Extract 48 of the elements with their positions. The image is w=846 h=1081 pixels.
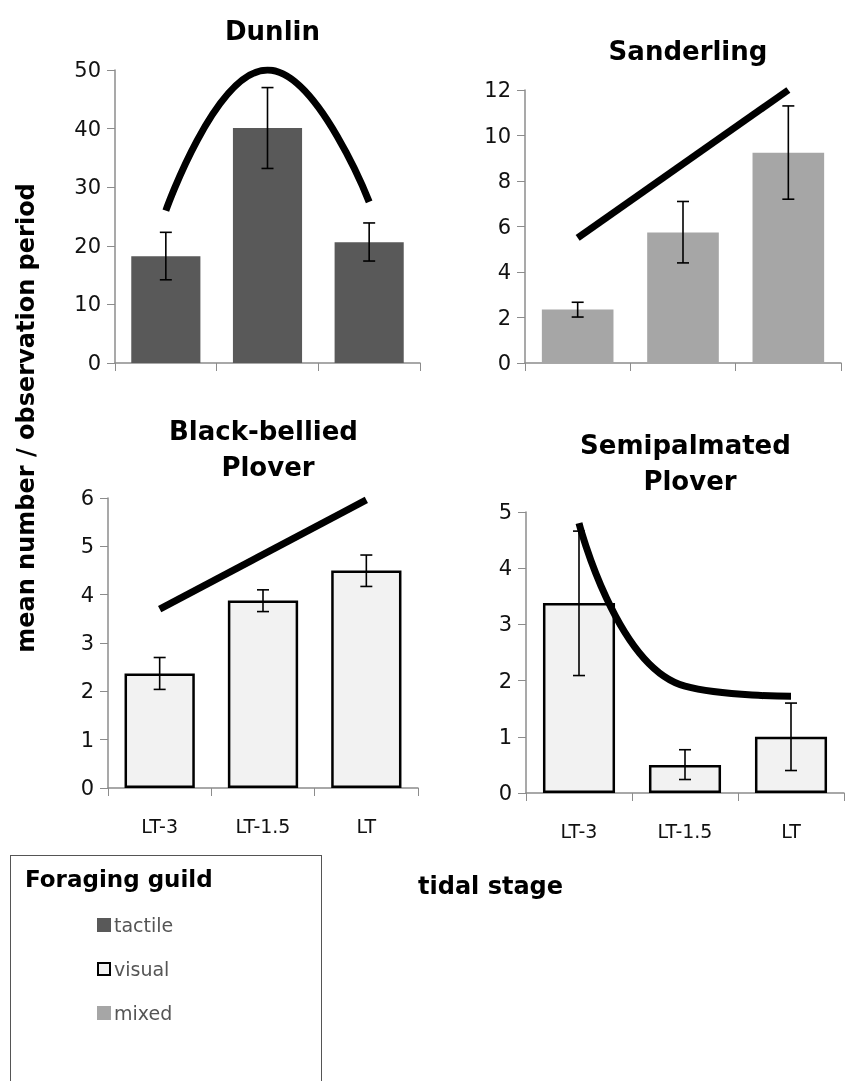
y-tick-label: 3 [80, 631, 94, 655]
y-tick-label: 10 [74, 292, 101, 317]
y-tick-label: 2 [497, 305, 511, 330]
y-tick-label: 4 [498, 556, 512, 581]
x-tick-label: LT-3 [141, 814, 179, 837]
y-tick-label: 8 [497, 169, 511, 193]
y-tick-label: 40 [74, 116, 101, 141]
x-axis-title: tidal stage [418, 872, 564, 900]
y-tick-label: 3 [498, 612, 512, 637]
chart-title: Black-bellied Plover [168, 416, 368, 482]
y-tick-label: 0 [497, 351, 511, 375]
chart-title: Dunlin [225, 16, 320, 46]
x-tick-label: LT-1.5 [657, 819, 713, 842]
y-tick-label: 1 [498, 724, 512, 749]
y-tick-label: 0 [80, 776, 94, 800]
x-tick-label: LT [781, 819, 802, 842]
x-tick-label: LT-3 [560, 819, 598, 842]
y-tick-label: 30 [74, 175, 101, 200]
y-tick-label: 4 [80, 582, 94, 607]
y-tick-label: 1 [80, 727, 94, 752]
y-tick-label: 5 [498, 500, 512, 524]
bar [752, 152, 825, 363]
y-tick-label: 2 [80, 679, 94, 704]
y-tick-label: 2 [498, 668, 512, 693]
y-tick-label: 50 [74, 58, 101, 82]
y-tick-label: 6 [497, 214, 511, 239]
y-tick-label: 0 [498, 781, 512, 805]
bar [334, 242, 404, 363]
bar [232, 128, 303, 363]
y-tick-label: 10 [484, 123, 511, 148]
chart-title: Semipalmated Plover [580, 430, 800, 496]
legend-title: Foraging guild [25, 866, 214, 892]
y-axis-title: mean number / observation period [12, 183, 40, 653]
y-tick-label: 4 [497, 260, 511, 284]
legend-label: mixed [114, 1002, 173, 1024]
y-tick-label: 20 [74, 233, 101, 258]
text: visual [114, 958, 170, 980]
y-tick-label: 0 [87, 351, 101, 375]
x-tick-label: LT [356, 814, 377, 837]
x-tick-label: LT-1.5 [235, 814, 291, 837]
chart-title: Sanderling [608, 36, 768, 66]
bar [541, 309, 614, 363]
y-tick-label: 6 [80, 486, 94, 510]
y-tick-label: 5 [80, 534, 94, 559]
bar [131, 256, 201, 363]
y-tick-label: 12 [484, 78, 511, 102]
legend-label: tactile [114, 914, 174, 936]
bar [647, 232, 719, 363]
